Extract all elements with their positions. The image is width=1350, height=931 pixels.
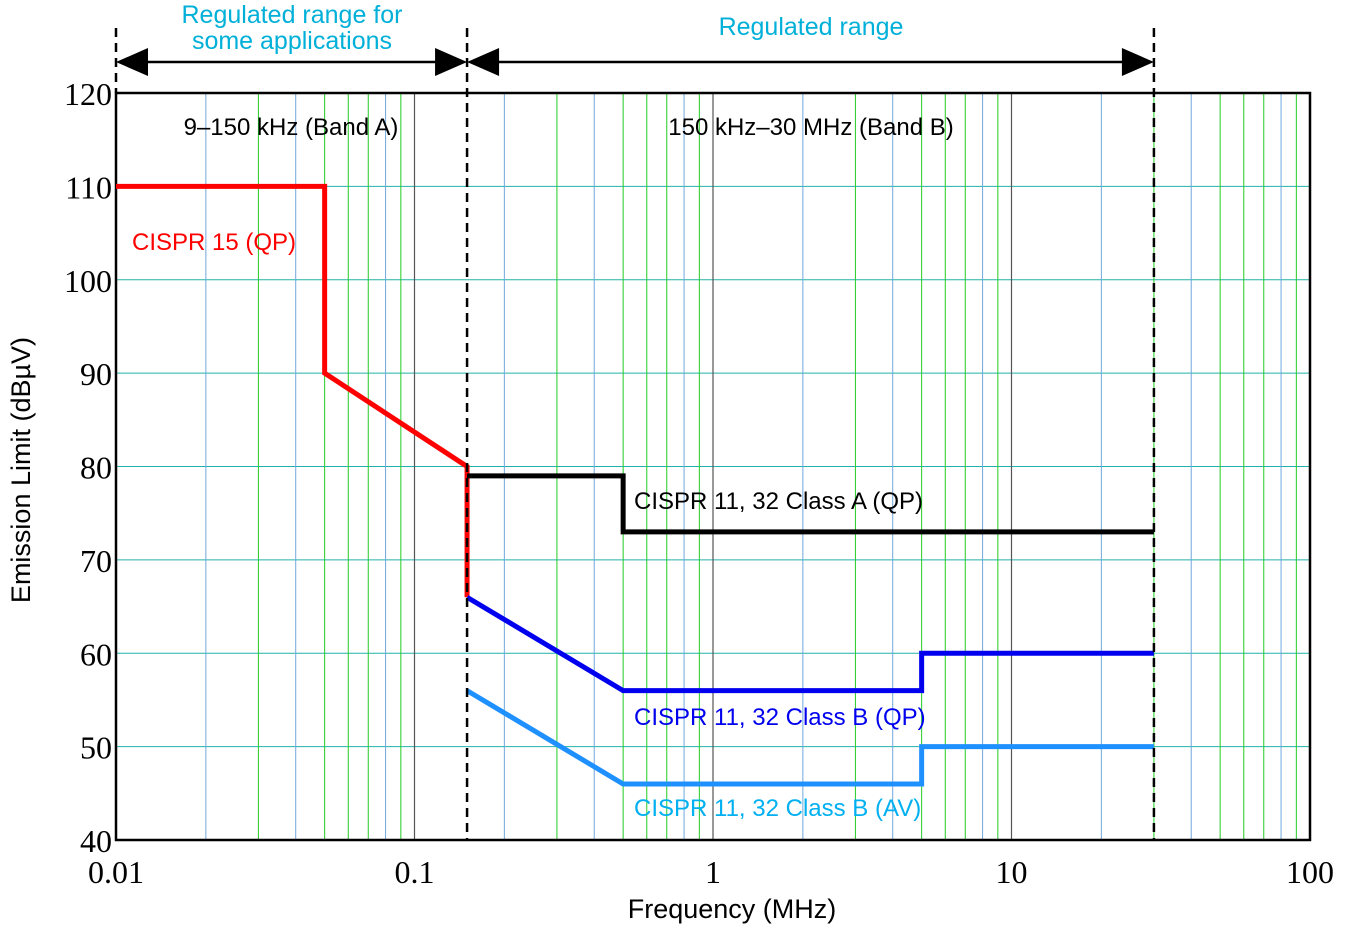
range-label: Regulated range [719, 13, 904, 41]
y-tick-label: 120 [64, 76, 112, 112]
series-label: CISPR 11, 32 Class B (AV) [634, 795, 921, 822]
arrow-head-left [116, 48, 148, 76]
y-tick-label: 110 [65, 169, 112, 205]
x-axis-label: Frequency (MHz) [628, 894, 837, 924]
y-tick-label: 90 [80, 356, 112, 392]
series-label: CISPR 15 (QP) [132, 229, 296, 256]
series-line [467, 473, 1154, 535]
x-tick-label: 0.1 [395, 854, 435, 890]
range-label-some: Regulated range for [182, 1, 403, 29]
arrow-head-left [467, 48, 500, 76]
y-tick-label: 50 [80, 730, 112, 766]
arrow-head-right [1121, 48, 1154, 76]
series-label: CISPR 11, 32 Class A (QP) [634, 488, 923, 515]
band-a-label: 9–150 kHz (Band A) [184, 114, 399, 141]
x-tick-label: 10 [996, 854, 1028, 890]
arrow-head-right [435, 48, 468, 76]
series-label: CISPR 11, 32 Class B (QP) [634, 704, 926, 731]
y-tick-label: 80 [80, 450, 112, 486]
y-tick-label: 70 [80, 543, 112, 579]
range-label-some-2: some applications [192, 27, 392, 55]
plot-frame [114, 91, 1312, 842]
x-tick-label: 0.01 [88, 854, 144, 890]
x-tick-label: 100 [1286, 854, 1334, 890]
series-line [465, 688, 1154, 787]
y-tick-label: 60 [80, 636, 112, 672]
series-line [465, 595, 1154, 694]
y-axis-label: Emission Limit (dBµV) [6, 337, 36, 603]
y-tick-label: 40 [80, 823, 112, 859]
band-b-label: 150 kHz–30 MHz (Band B) [668, 114, 953, 141]
x-tick-label: 1 [705, 854, 721, 890]
y-tick-label: 100 [64, 263, 112, 299]
